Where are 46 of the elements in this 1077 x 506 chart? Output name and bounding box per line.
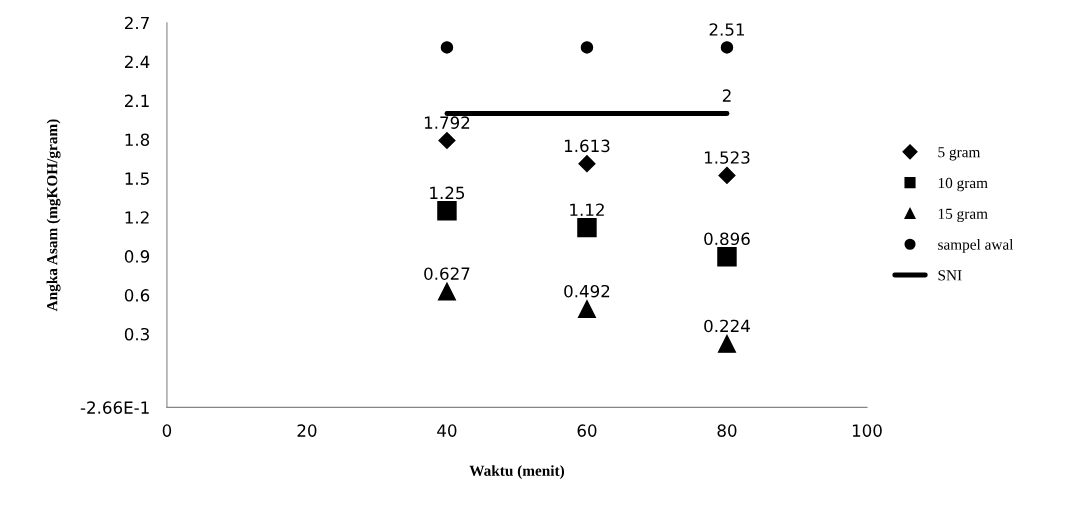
point	[437, 201, 457, 221]
y-tick-label: 2.7	[124, 16, 149, 30]
x-tick-label: 0	[162, 424, 172, 437]
data-label: 1.25	[430, 186, 465, 200]
data-label: 1.792	[424, 116, 470, 129]
x-axis-title: Waktu (menit)	[469, 465, 565, 479]
point	[577, 217, 597, 238]
point	[578, 155, 596, 173]
data-label: 0.896	[704, 232, 750, 246]
data-label: 0.224	[704, 319, 750, 333]
y-tick-label: 2.4	[124, 55, 150, 68]
data-label: 2.51	[709, 23, 744, 36]
y-tick-label: 1.2	[125, 211, 149, 224]
data-label: 1.12	[570, 203, 604, 216]
y-tick-label: 1.5	[125, 172, 149, 185]
point	[580, 41, 594, 54]
y-tick-label: 0.6	[124, 289, 150, 302]
point	[438, 131, 456, 150]
point	[717, 246, 737, 267]
legend-label: SNI	[938, 270, 962, 281]
y-tick-label: -2.66E-1	[80, 401, 149, 414]
y-tick-label: 1.8	[125, 133, 150, 147]
x-tick-label: 80	[717, 424, 737, 437]
data-label: 0.492	[564, 284, 610, 298]
x-tick-label: 100	[852, 424, 882, 437]
data-label: 0.627	[424, 267, 470, 280]
y-tick-label: 0.9	[124, 250, 150, 263]
x-tick-label: 20	[297, 424, 317, 437]
y-axis-title: Angka Asam (mgKOH/gram)	[46, 119, 61, 312]
point	[437, 282, 456, 301]
point	[577, 300, 596, 319]
point	[440, 41, 454, 54]
point	[718, 166, 736, 184]
legend-label: 5 gram	[938, 147, 981, 161]
x-tick-label: 60	[577, 424, 597, 437]
data-label: 1.523	[704, 151, 750, 164]
x-tick-label: 40	[437, 424, 457, 437]
y-tick-label: 2.1	[124, 94, 149, 107]
legend-label: sampel awal	[938, 238, 1014, 253]
legend-label: 10 gram	[938, 177, 988, 192]
legend-label: 15 gram	[938, 208, 988, 223]
point	[717, 334, 737, 353]
point	[720, 41, 734, 54]
data-label: 2	[722, 89, 731, 102]
y-tick-label: 0.3	[124, 327, 149, 341]
data-label: 1.613	[564, 139, 610, 153]
